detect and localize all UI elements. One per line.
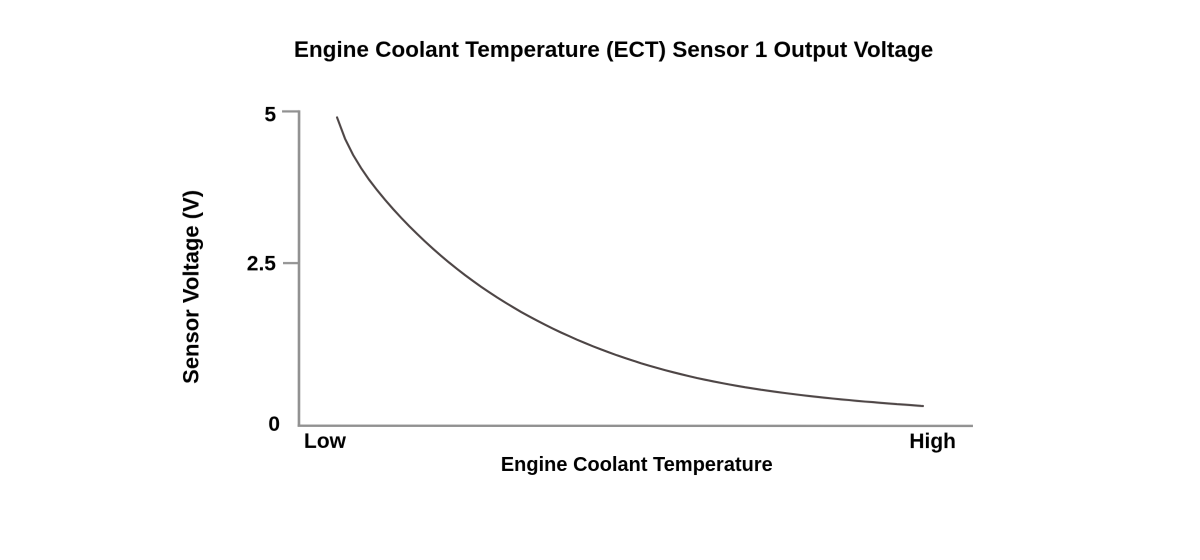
svg-text:0: 0 bbox=[268, 413, 280, 436]
svg-text:Engine Coolant Temperature (EC: Engine Coolant Temperature (ECT) Sensor … bbox=[294, 37, 933, 62]
svg-text:High: High bbox=[909, 430, 956, 453]
svg-text:2.5: 2.5 bbox=[247, 252, 277, 275]
svg-text:5: 5 bbox=[264, 103, 276, 126]
svg-text:Low: Low bbox=[304, 430, 347, 453]
svg-text:Sensor Voltage (V): Sensor Voltage (V) bbox=[178, 190, 203, 384]
svg-text:Engine Coolant Temperature: Engine Coolant Temperature bbox=[501, 454, 773, 476]
